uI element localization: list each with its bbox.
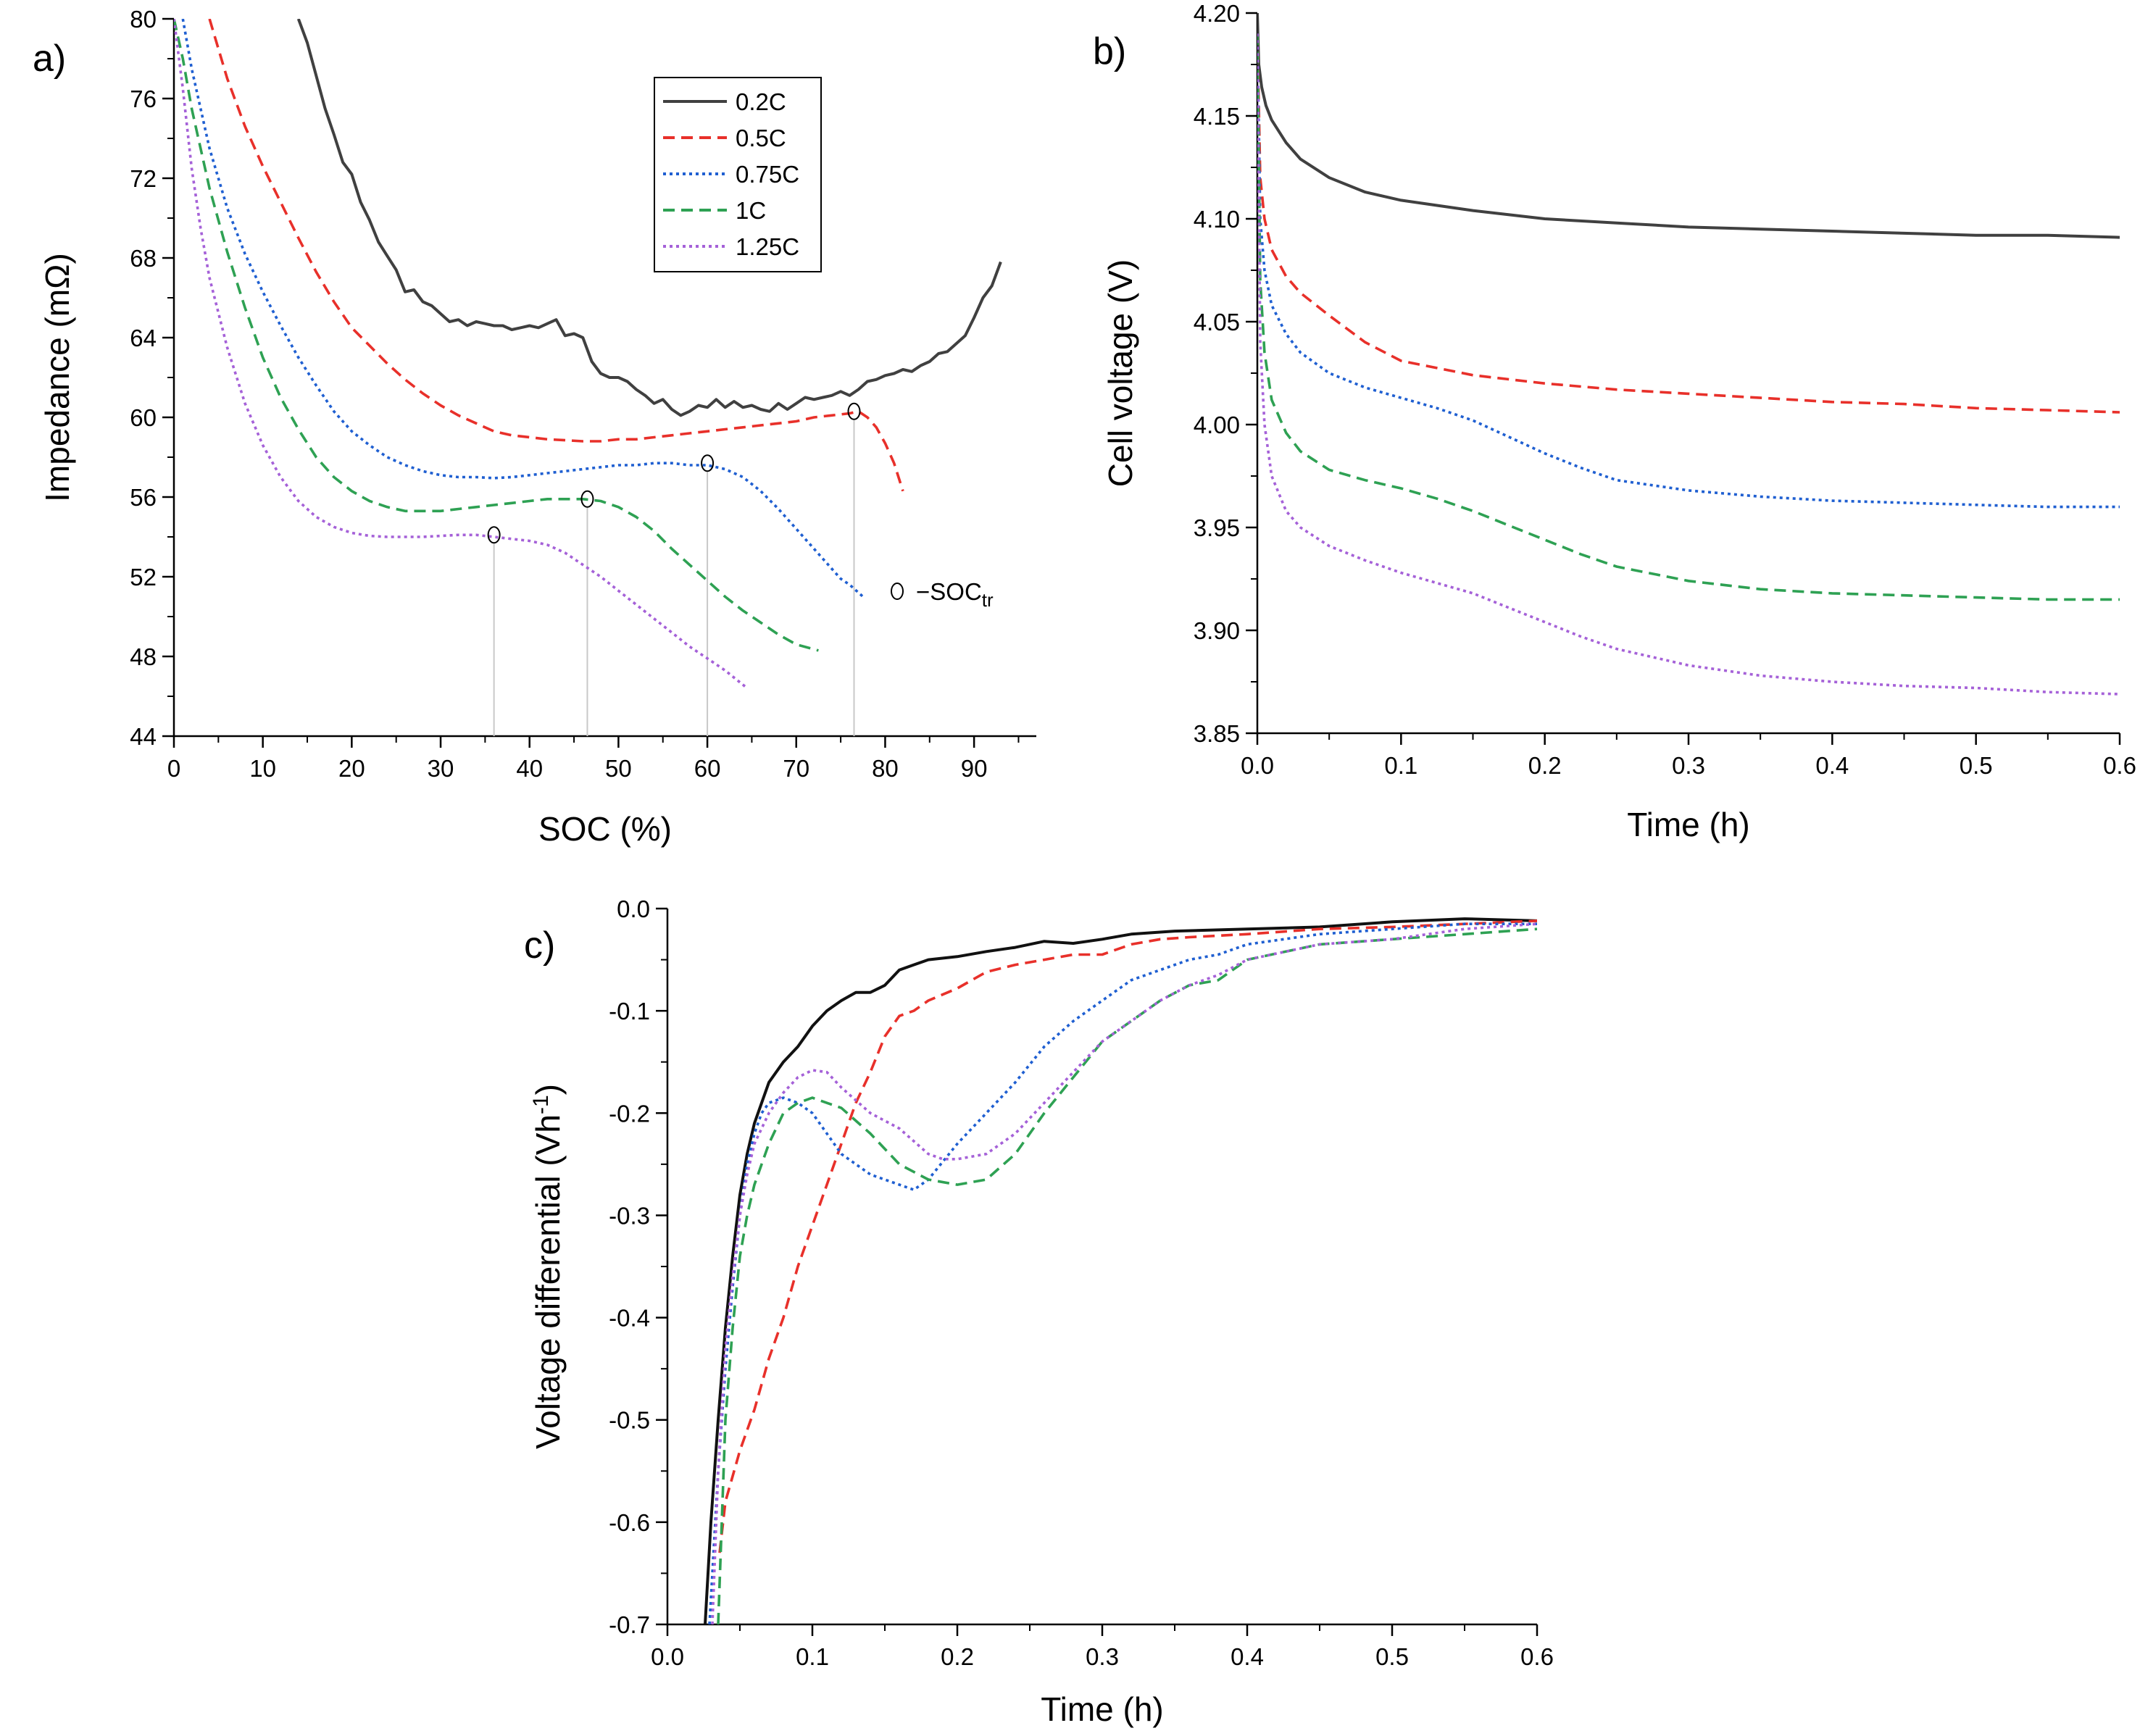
x-tick-label: 0.5: [1960, 752, 1993, 779]
soc-tr-marker: [701, 454, 715, 472]
series-group: [704, 917, 1537, 1624]
y-tick-label: 4.00: [1194, 412, 1240, 438]
series-line-0.5C: [718, 919, 1537, 1553]
x-axis-title: Time (h): [1627, 806, 1750, 843]
x-tick-label: 0.4: [1815, 752, 1849, 779]
series-line-0.2C: [1257, 13, 2120, 239]
x-tick-label: 0: [167, 755, 180, 782]
legend-label: 0.75C: [736, 161, 799, 188]
x-tick-label: 60: [694, 755, 721, 782]
legend-label: 0.2C: [736, 88, 786, 115]
y-tick-label: -0.2: [609, 1100, 650, 1127]
y-tick-label: 64: [130, 325, 157, 351]
series-group: [1257, 13, 2120, 696]
y-tick-label: -0.3: [609, 1202, 650, 1229]
legend-label: 1C: [736, 197, 766, 224]
y-tick-label: 4.10: [1194, 206, 1240, 233]
y-tick-label: 80: [130, 6, 157, 33]
series-line-1.25C: [1257, 33, 2120, 696]
y-tick-label: -0.1: [609, 998, 650, 1025]
series-line-1.25C: [174, 19, 749, 690]
x-tick-label: 50: [605, 755, 632, 782]
y-axis-title: Impedance (mΩ): [38, 253, 76, 502]
series-line-0.75C: [1257, 33, 2120, 509]
legend-label: 1.25C: [736, 233, 799, 260]
y-tick-label: 68: [130, 245, 157, 272]
x-tick-label: 20: [338, 755, 365, 782]
y-tick-label: 48: [130, 643, 157, 670]
x-tick-label: 0.2: [941, 1643, 974, 1670]
x-tick-label: 0.0: [1241, 752, 1274, 779]
series-line-0.2C: [296, 19, 1002, 417]
x-tick-label: 0.1: [1384, 752, 1417, 779]
series-line-1C: [174, 19, 819, 652]
series-line-1C: [717, 927, 1537, 1624]
x-tick-label: 10: [249, 755, 276, 782]
series-line-0.2C: [704, 917, 1537, 1624]
y-tick-label: 52: [130, 564, 157, 591]
x-axis-title: SOC (%): [538, 810, 672, 848]
y-tick-label: 3.95: [1194, 514, 1240, 541]
panel-label: a): [33, 38, 66, 80]
y-tick-label: -0.7: [609, 1611, 650, 1638]
y-tick-label: 4.05: [1194, 309, 1240, 335]
panel-a: a) 0 10 20 30 40 50 60 70 80 90 44 48 52 56 60 64 68 72 76 8…: [33, 6, 1036, 848]
y-tick-label: -0.6: [609, 1509, 650, 1536]
x-tick-label: 0.3: [1672, 752, 1705, 779]
x-tick-label: 70: [783, 755, 809, 782]
y-tick-label: 3.85: [1194, 720, 1240, 747]
soc-tr-label: −SOCtr: [916, 578, 994, 611]
soc-tr-marker: [487, 526, 501, 544]
panel-label: c): [524, 925, 555, 967]
legend: 0.2C 0.5C 0.75C 1C 1.25C: [654, 77, 822, 272]
panel-label: b): [1093, 30, 1126, 72]
x-axis-title: Time (h): [1041, 1690, 1164, 1728]
y-tick-label: 76: [130, 85, 157, 112]
y-tick-label: 44: [130, 723, 157, 750]
x-tick-label: 30: [428, 755, 454, 782]
x-tick-label: 0.4: [1231, 1643, 1264, 1670]
legend-box: [654, 77, 822, 272]
series-line-1C: [1257, 33, 2120, 601]
panel-b: b) 0.0 0.1 0.2 0.3 0.4 0.5 0.6 3.85 3.90 3.95 4.00 4…: [1093, 0, 2136, 843]
series-line-0.75C: [708, 922, 1537, 1624]
x-tick-label: 0.6: [1520, 1643, 1554, 1670]
x-tick-label: 0.0: [651, 1643, 684, 1670]
series-line-0.5C: [208, 19, 904, 492]
soc-tr-marker: [580, 490, 594, 508]
series-line-0.75C: [181, 19, 865, 598]
y-tick-label: 0.0: [617, 896, 650, 922]
series-line-1.25C: [711, 922, 1537, 1624]
x-tick-label: 0.3: [1086, 1643, 1119, 1670]
soc-tr-marker: [847, 402, 861, 420]
y-axis-title: Voltage differential (Vh-1): [529, 1084, 567, 1449]
panel-c: c) 0.0 0.1 0.2 0.3 0.4 0.5 0.6 -0.7 -0.6 -0.5 -0.4 -…: [524, 896, 1554, 1728]
legend-label: 0.5C: [736, 125, 786, 151]
x-tick-label: 0.1: [796, 1643, 829, 1670]
series-line-0.5C: [1257, 33, 2120, 414]
y-tick-label: 60: [130, 404, 157, 431]
y-tick-label: 4.15: [1194, 103, 1240, 130]
x-tick-label: 40: [516, 755, 543, 782]
y-tick-label: -0.5: [609, 1407, 650, 1434]
y-axis-title: Cell voltage (V): [1102, 259, 1139, 487]
x-tick-label: 90: [961, 755, 988, 782]
soc-tr-annotation: −SOCtr: [891, 578, 994, 611]
x-tick-label: 0.6: [2103, 752, 2136, 779]
series-group: [174, 19, 1002, 690]
x-tick-label: 80: [872, 755, 899, 782]
x-tick-label: 0.5: [1375, 1643, 1409, 1670]
y-tick-label: 72: [130, 165, 157, 192]
soc-tr-legend-marker: [891, 583, 904, 600]
x-tick-label: 0.2: [1528, 752, 1562, 779]
y-tick-label: 3.90: [1194, 617, 1240, 644]
y-tick-label: 56: [130, 484, 157, 511]
y-tick-label: 4.20: [1194, 0, 1240, 27]
y-tick-label: -0.4: [609, 1305, 650, 1332]
